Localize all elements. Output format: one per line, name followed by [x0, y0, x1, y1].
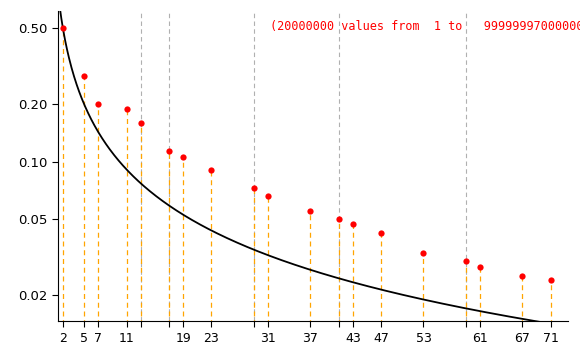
- Text: (20000000 values from  1 to   999999970000000): (20000000 values from 1 to 9999999700000…: [270, 20, 580, 33]
